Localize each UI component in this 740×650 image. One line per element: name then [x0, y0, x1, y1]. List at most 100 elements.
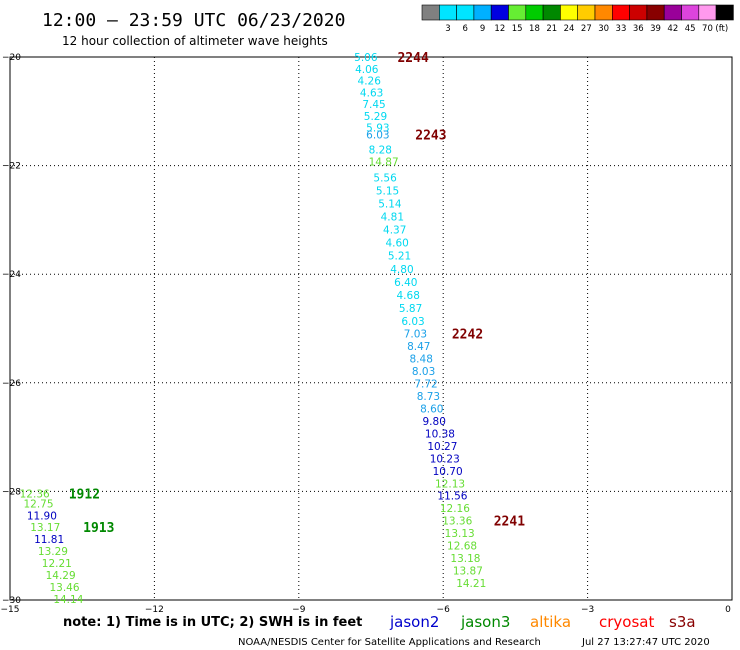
color-scale-label: 9	[480, 24, 485, 34]
wave-height-point: 6.03	[401, 316, 424, 328]
wave-height-point: 4.63	[360, 87, 383, 99]
color-scale-swatch	[456, 4, 475, 21]
wave-height-point: 5.93	[366, 123, 389, 135]
orbit-labels: 2244 2243 2242 2241 1912 1913	[69, 51, 525, 536]
plot-frame	[9, 56, 733, 601]
axis-ticks: −15 −12 −9 −6 −3 0−20−22−24−26−28−30	[1, 53, 732, 615]
wave-height-point: 8.03	[412, 366, 435, 378]
color-scale-label: 24	[564, 24, 575, 34]
orbit-number-label: 1912	[69, 488, 100, 503]
color-scale-legend: 3 6 9 12 15 18 21 24 27 30 33 36 39 42 45 70 (ft)	[421, 4, 734, 34]
wave-height-point: 11.56	[437, 491, 467, 503]
wave-height-point: 12.68	[447, 541, 477, 553]
orbit-number-label: 1913	[83, 521, 114, 536]
wave-height-point: 12.36	[20, 489, 50, 501]
wave-height-point: 8.47	[407, 341, 430, 353]
wave-height-point: 5.56	[373, 173, 397, 185]
wave-height-point: 6.40	[394, 277, 417, 289]
color-scale-swatch	[421, 4, 440, 21]
wave-height-point: 8.48	[410, 353, 433, 365]
wave-height-point: 12.75	[23, 498, 53, 510]
wave-height-point: 13.17	[30, 522, 60, 534]
wave-height-point: 10.38	[425, 428, 455, 440]
color-scale-swatch	[490, 4, 509, 21]
color-scale-swatch	[715, 4, 734, 21]
orbit-number-label: 2241	[494, 515, 525, 530]
color-scale-swatch	[508, 4, 527, 21]
wave-height-point: 12.16	[440, 503, 470, 515]
x-tick-label: −6	[437, 605, 451, 615]
satellite-legend: jason2 jason3 altika cryosat s3a	[389, 613, 696, 631]
wave-height-point: 11.90	[27, 510, 57, 522]
wave-height-point: 13.29	[38, 546, 68, 558]
wave-height-point: 13.87	[453, 566, 483, 578]
satellite-legend-altika: altika	[530, 613, 571, 631]
color-scale-swatch	[560, 4, 579, 21]
y-tick-label: −30	[2, 596, 21, 606]
wave-height-point: 13.46	[49, 582, 79, 594]
wave-height-point: 14.29	[46, 570, 76, 582]
color-scale-swatch	[629, 4, 648, 21]
color-scale-label: 36	[633, 24, 644, 34]
wave-height-point: 5.06	[354, 52, 378, 64]
wave-height-point: 8.73	[417, 391, 440, 403]
footer-credit: NOAA/NESDIS Center for Satellite Applica…	[238, 637, 541, 648]
color-scale-swatch	[698, 4, 717, 21]
color-scale-swatch	[438, 4, 457, 21]
color-scale-label: 70	[702, 24, 713, 34]
wave-height-point: 14.14	[53, 594, 83, 606]
y-tick-label: −28	[2, 487, 21, 497]
wave-height-point: 7.72	[414, 378, 437, 390]
color-scale-label: 42	[667, 24, 678, 34]
color-scale-swatch	[525, 4, 544, 21]
wave-height-point: 4.80	[390, 264, 413, 276]
orbit-number-label: 2244	[397, 51, 428, 66]
color-scale-swatch	[663, 4, 682, 21]
satellite-legend-jason2: jason2	[389, 613, 439, 631]
wave-height-point: 5.87	[399, 303, 422, 315]
wave-height-point: 14.21	[456, 578, 486, 590]
color-scale-label: 21	[546, 24, 557, 34]
color-scale-swatch	[646, 4, 665, 21]
wave-height-point: 13.13	[445, 528, 475, 540]
color-scale-label: 3	[445, 24, 450, 34]
wave-height-point: 5.29	[364, 111, 387, 123]
color-scale-label: 45	[685, 24, 696, 34]
satellite-legend-jason3: jason3	[460, 613, 510, 631]
y-tick-label: −22	[2, 162, 21, 172]
color-scale-swatch	[473, 4, 492, 21]
wave-height-point: 8.28	[369, 144, 392, 156]
wave-height-point: 12.21	[42, 558, 72, 570]
color-scale-swatch	[594, 4, 613, 21]
color-scale-label: 12	[494, 24, 505, 34]
wave-height-point: 13.36	[442, 516, 472, 528]
grid-lines	[10, 57, 732, 600]
y-tick-label: −26	[2, 379, 21, 389]
color-scale-unit: (ft)	[715, 24, 728, 34]
wave-height-point: 11.81	[34, 534, 64, 546]
color-scale-label: 33	[616, 24, 627, 34]
x-tick-label: −15	[1, 605, 20, 615]
wave-height-point: 7.45	[362, 99, 385, 111]
wave-height-point: 4.60	[385, 238, 408, 250]
wave-height-point: 6.03	[366, 130, 389, 142]
footer-note: note: 1) Time is in UTC; 2) SWH is in fe…	[63, 615, 362, 630]
satellite-legend-s3a: s3a	[669, 613, 696, 631]
color-scale-label: 6	[463, 24, 468, 34]
wave-height-point: 4.06	[355, 64, 379, 76]
x-tick-label: −3	[581, 605, 594, 615]
color-scale-label: 39	[650, 24, 661, 34]
chart-title: 12:00 – 23:59 UTC 06/23/2020	[42, 10, 345, 31]
y-tick-label: −20	[2, 53, 21, 63]
wave-height-point: 10.27	[427, 441, 457, 453]
wave-height-point: 13.18	[450, 553, 480, 565]
color-scale-label: 18	[529, 24, 540, 34]
wave-height-point: 4.68	[397, 290, 420, 302]
x-tick-label: −9	[292, 605, 306, 615]
orbit-number-label: 2243	[415, 129, 446, 144]
x-tick-label: −12	[145, 605, 164, 615]
wave-height-point: 5.21	[388, 251, 411, 263]
x-tick-label: 0	[725, 605, 731, 615]
wave-height-point: 4.81	[381, 212, 404, 224]
